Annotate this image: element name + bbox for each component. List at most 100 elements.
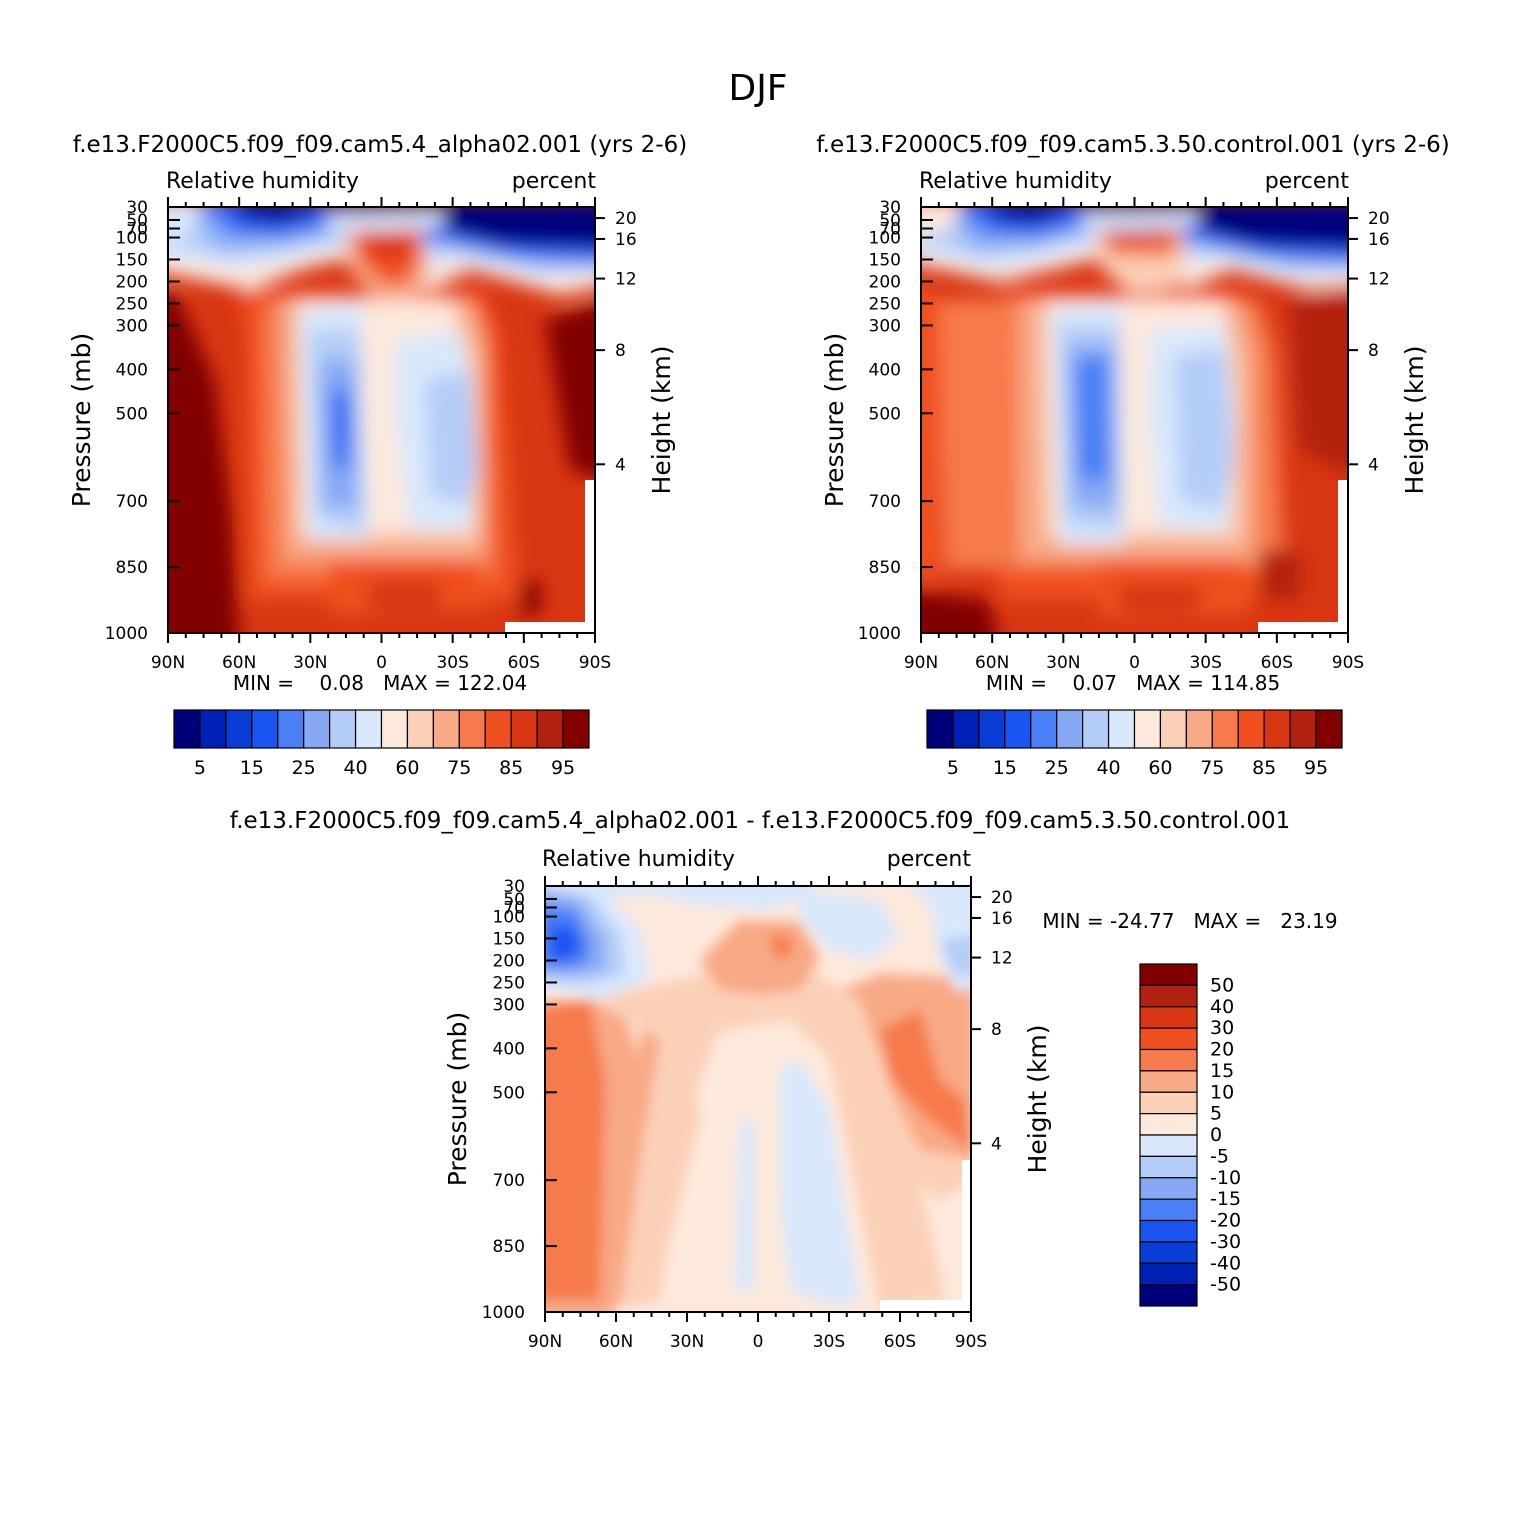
colorbar-box — [1139, 1006, 1198, 1029]
units-label: percent — [1265, 169, 1350, 194]
colorbar-label: 10 — [1210, 1081, 1234, 1103]
y-tick-label: 50 — [879, 211, 901, 231]
y-axis-label: Pressure (mb) — [820, 333, 849, 507]
y-tick-label: 30 — [503, 877, 525, 897]
colorbar-box — [978, 709, 1006, 749]
colorbar-label: -20 — [1210, 1210, 1241, 1232]
y-tick-label: 200 — [493, 951, 525, 971]
colorbar-box — [1139, 1198, 1198, 1222]
x-tick-label: 30S — [1189, 653, 1221, 673]
colorbar-label: 75 — [1200, 757, 1224, 779]
min-max-label: MIN = -24.77 MAX = 23.19 — [1042, 909, 1337, 933]
x-tick-label: 90N — [151, 653, 185, 673]
colorbar-label: -5 — [1210, 1145, 1229, 1167]
colorbar-label: 20 — [1210, 1039, 1234, 1061]
y-tick-label: 1000 — [105, 624, 148, 644]
variable-label: Relative humidity — [919, 169, 1112, 194]
colorbar-label: -50 — [1210, 1274, 1241, 1296]
units-label: percent — [887, 847, 972, 872]
colorbar-box — [1263, 709, 1291, 749]
colorbar-box — [1139, 1219, 1198, 1243]
colorbar-box — [1056, 709, 1084, 749]
panel-subtitle: f.e13.F2000C5.f09_f09.cam5.3.50.control.… — [816, 132, 1450, 158]
colorbar-box — [1237, 709, 1265, 749]
y-tick-label: 400 — [869, 360, 901, 380]
colorbar-label: 85 — [1252, 757, 1276, 779]
colorbar-box — [952, 709, 980, 749]
colorbar-box — [458, 709, 486, 749]
figure-title: DJF — [728, 68, 787, 109]
colorbar-box — [536, 709, 564, 749]
colorbar-label: 40 — [1096, 757, 1120, 779]
panel-top-right: f.e13.F2000C5.f09_f09.cam5.3.50.control.… — [816, 132, 1450, 779]
y-axis-label-right: Height (km) — [647, 346, 676, 495]
colorbar-box — [1289, 709, 1317, 749]
y-tick-label: 1000 — [858, 624, 901, 644]
y-tick-label-right: 20 — [615, 209, 637, 229]
y-tick-label-right: 20 — [1368, 209, 1390, 229]
x-tick-label: 60N — [222, 653, 256, 673]
colorbar-label: -40 — [1210, 1252, 1241, 1274]
colorbar-label: 15 — [1210, 1060, 1234, 1082]
colorbar-label: 15 — [240, 757, 264, 779]
y-tick-label: 300 — [493, 995, 525, 1015]
y-tick-label: 250 — [493, 973, 525, 993]
colorbar-label: 95 — [1304, 757, 1328, 779]
x-tick-label: 60S — [884, 1332, 916, 1352]
x-tick-label: 90N — [904, 653, 938, 673]
colorbar-box — [277, 709, 305, 749]
x-tick-label: 90S — [955, 1332, 987, 1352]
y-tick-label: 200 — [116, 272, 148, 292]
colorbar-label: 85 — [499, 757, 523, 779]
y-tick-label: 50 — [503, 890, 525, 910]
y-tick-label-right: 8 — [615, 341, 626, 361]
y-tick-label: 400 — [116, 360, 148, 380]
y-tick-label: 1000 — [482, 1303, 525, 1323]
y-tick-label-right: 8 — [1368, 341, 1379, 361]
colorbar-box — [251, 709, 279, 749]
colorbar-box — [1139, 1070, 1198, 1093]
panel-subtitle: f.e13.F2000C5.f09_f09.cam5.4_alpha02.001… — [230, 808, 1290, 834]
y-tick-label-right: 16 — [1368, 230, 1390, 250]
colorbar-label: -10 — [1210, 1167, 1241, 1189]
variable-label: Relative humidity — [542, 847, 735, 872]
variable-label: Relative humidity — [166, 169, 359, 194]
x-tick-label: 0 — [753, 1332, 764, 1352]
colorbar-label: 40 — [1210, 996, 1234, 1018]
y-axis-label: Pressure (mb) — [443, 1012, 472, 1186]
colorbar-box — [173, 709, 201, 749]
colorbar-box — [484, 709, 512, 749]
colorbar-box — [432, 709, 460, 749]
panel-top-left: f.e13.F2000C5.f09_f09.cam5.4_alpha02.001… — [67, 132, 687, 779]
y-tick-label: 70 — [503, 898, 525, 918]
colorbar-box — [510, 709, 538, 749]
y-tick-label-right: 4 — [615, 455, 626, 475]
colorbar-label: 5 — [194, 757, 206, 779]
y-tick-label: 250 — [116, 294, 148, 314]
colorbar-label: 75 — [447, 757, 471, 779]
y-tick-label: 150 — [116, 251, 148, 271]
colorbar-box — [562, 709, 590, 749]
y-tick-label: 700 — [869, 492, 901, 512]
colorbar-label: 60 — [1148, 757, 1172, 779]
y-tick-label-right: 16 — [615, 230, 637, 250]
colorbar-box — [1139, 1241, 1198, 1264]
y-tick-label: 70 — [879, 219, 901, 239]
y-tick-label: 150 — [869, 251, 901, 271]
y-tick-label: 400 — [493, 1039, 525, 1059]
contour-field — [921, 207, 1348, 633]
x-tick-label: 60S — [1261, 653, 1293, 673]
colorbar-box — [1159, 709, 1187, 749]
colorbar-box — [406, 709, 434, 749]
colorbar-label: 25 — [1045, 757, 1069, 779]
x-tick-label: 60S — [508, 653, 540, 673]
y-tick-label: 850 — [493, 1237, 525, 1257]
y-tick-label: 500 — [493, 1083, 525, 1103]
panel-bottom: f.e13.F2000C5.f09_f09.cam5.4_alpha02.001… — [230, 808, 1338, 1352]
colorbar-box — [1139, 1177, 1198, 1200]
colorbar-box — [199, 709, 227, 749]
y-tick-label: 70 — [126, 219, 148, 239]
colorbar-box — [1139, 963, 1198, 986]
colorbar-label: 5 — [947, 757, 959, 779]
